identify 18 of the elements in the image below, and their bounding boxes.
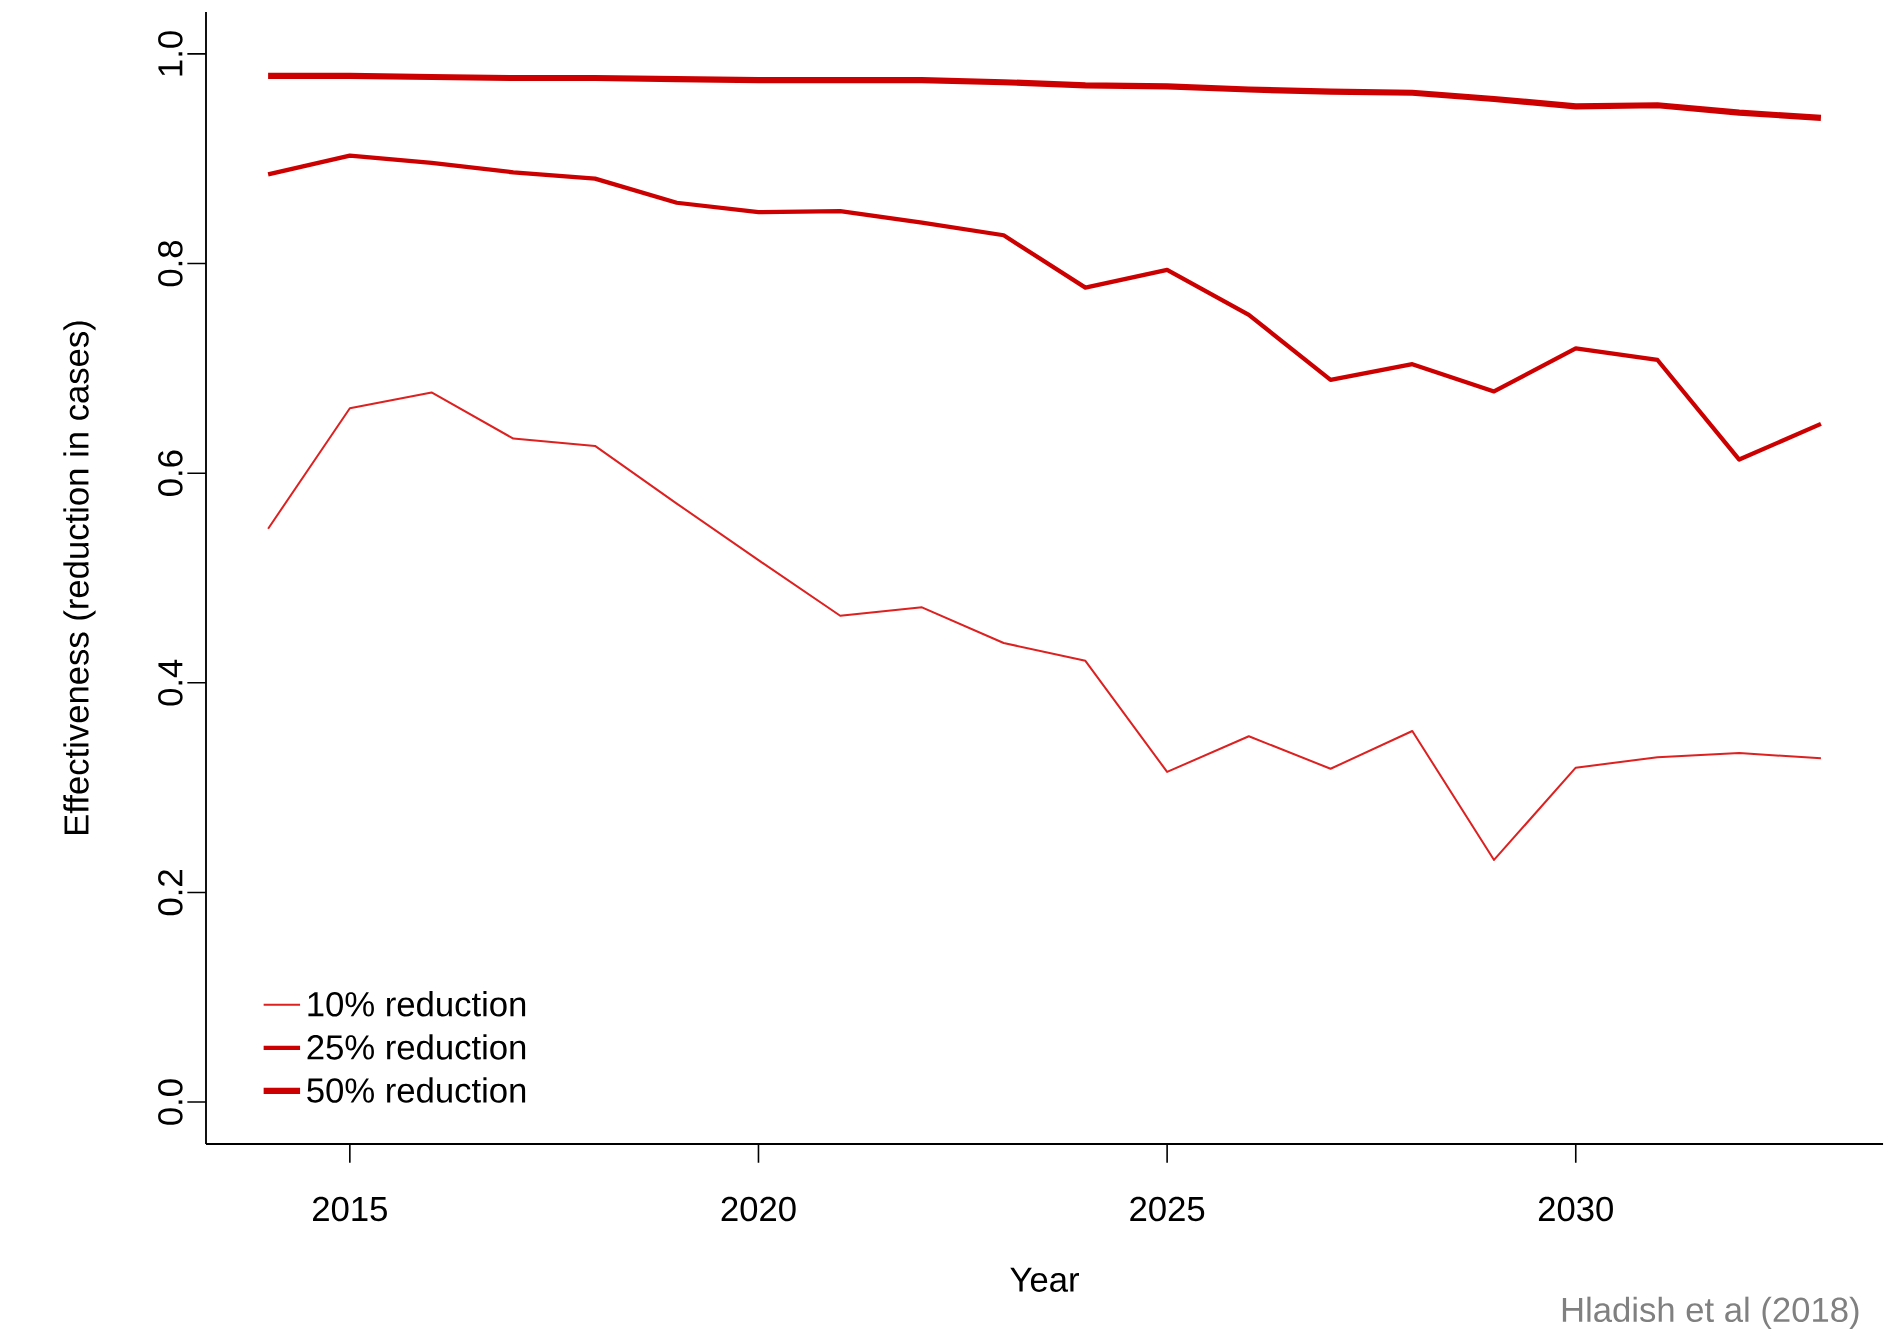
y-tick-label: 0.2 (158, 870, 183, 916)
text: Hladish et al (2018) (1562, 1296, 1859, 1329)
x-tick-label: 2030 (1538, 1196, 1613, 1222)
x-tick-label: 2025 (1130, 1196, 1205, 1222)
y-tick-label: 0.6 (158, 450, 183, 496)
line-series (267, 391, 1822, 861)
x-axis-title: Year (1010, 1267, 1079, 1292)
x-tick-label: 2015 (313, 1196, 387, 1222)
legend-label: 10% reduction (308, 991, 526, 1017)
y-tick-label: 0.4 (158, 659, 183, 706)
y-axis-title: Effectiveness (reduction in cases) (63, 321, 96, 834)
x-tick-label: 2020 (721, 1196, 796, 1222)
line-series (265, 153, 1824, 462)
legend-label: 50% reduction (307, 1077, 526, 1103)
y-tick-label: 0.0 (158, 1079, 183, 1125)
y-tick-label: 1.0 (158, 31, 183, 76)
legend-label: 25% reduction (307, 1034, 526, 1060)
y-tick-label: 0.8 (158, 240, 183, 287)
